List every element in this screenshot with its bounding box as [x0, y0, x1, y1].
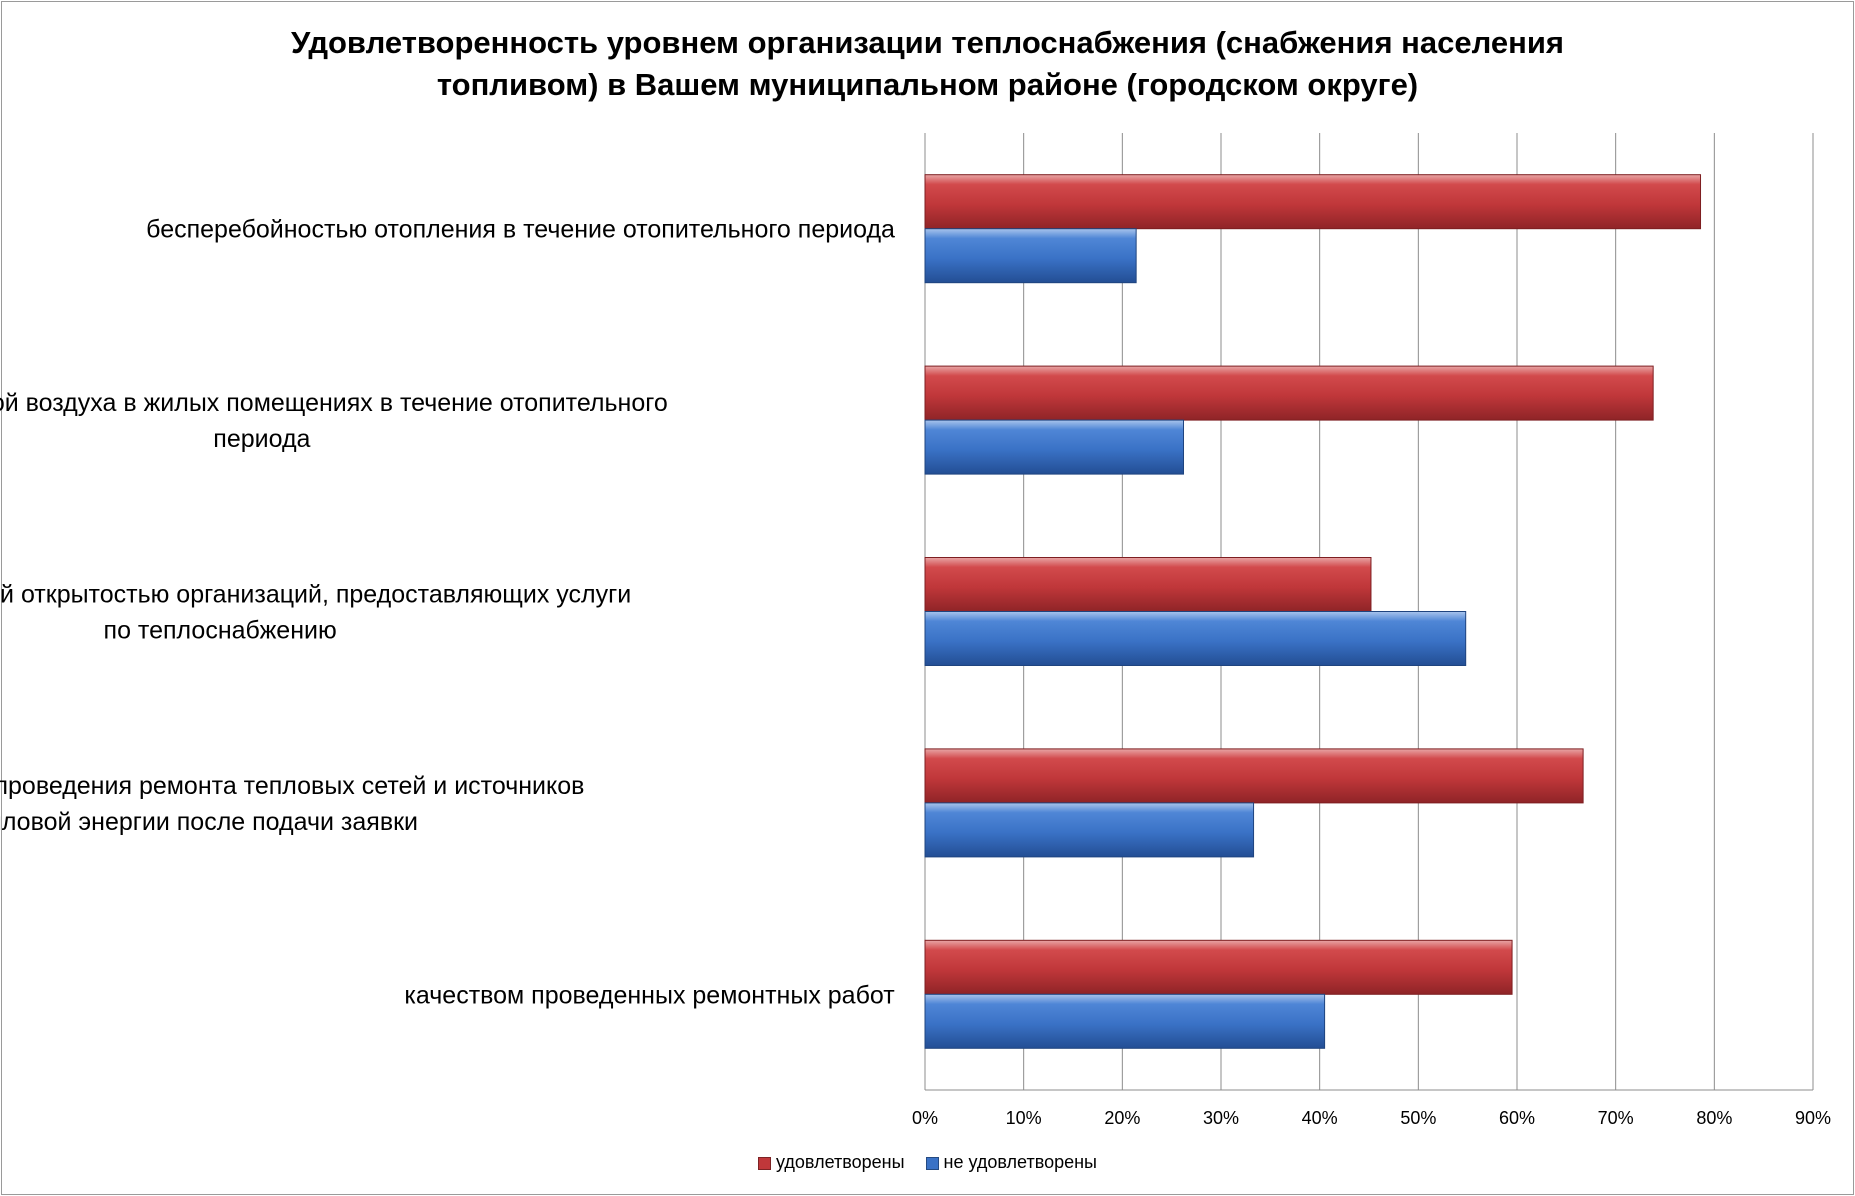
legend-item-satisfied: удовлетворены [758, 1152, 905, 1173]
category-label-line: качеством проведенных ремонтных работ [404, 981, 895, 1009]
x-tick-label: 0% [912, 1108, 938, 1128]
bar-not-satisfied [924, 419, 1185, 475]
category-label-line: оперативностью проведения ремонта теплов… [0, 772, 584, 800]
category-label-line: по теплоснабжению [104, 617, 337, 645]
category-label: информационной открытостью организаций, … [0, 581, 631, 645]
x-tick-label: 20% [1104, 1108, 1140, 1128]
x-tick-label: 10% [1006, 1108, 1042, 1128]
chart-title-line-1: Удовлетворенность уровнем организации те… [290, 25, 1564, 60]
legend-swatch-satisfied [758, 1156, 772, 1170]
bar-satisfied [924, 365, 1654, 421]
bar-not-satisfied [924, 611, 1467, 666]
x-tick-label: 80% [1696, 1108, 1732, 1128]
x-tick-label: 90% [1795, 1108, 1831, 1128]
legend-label-not-satisfied: не удовлетворены [943, 1151, 1097, 1172]
category-labels: бесперебойностью отопления в течение ото… [0, 216, 895, 1010]
bar-satisfied [924, 748, 1584, 804]
legend-item-not-satisfied: не удовлетворены [925, 1151, 1097, 1173]
bar-satisfied [924, 557, 1372, 612]
chart-title: Удовлетворенность уровнем организации те… [0, 22, 1855, 106]
bar-not-satisfied [924, 228, 1137, 284]
category-label-line: тепловой энергии после подачи заявки [0, 808, 418, 836]
category-label: оперативностью проведения ремонта теплов… [0, 772, 584, 836]
chart-title-line-2: топливом) в Вашем муниципальном районе (… [436, 67, 1419, 102]
category-label-line: периода [213, 425, 310, 453]
x-axis-tick-labels: 0% 10% 20% 30% 40% 50% 60% 70% 80% 90% [912, 1108, 1831, 1128]
category-label: бесперебойностью отопления в течение ото… [146, 216, 895, 244]
legend-label-satisfied: удовлетворены [776, 1151, 905, 1172]
bar-satisfied [924, 939, 1513, 995]
x-tick-label: 50% [1400, 1108, 1436, 1128]
category-label: температурой воздуха в жилых помещениях … [0, 389, 668, 453]
bar-satisfied [924, 174, 1702, 230]
category-label-line: информационной открытостью организаций, … [0, 581, 631, 609]
category-label-line: бесперебойностью отопления в течение ото… [146, 216, 895, 244]
bar-not-satisfied [924, 802, 1255, 858]
bars [924, 174, 1702, 1049]
x-tick-label: 30% [1203, 1108, 1239, 1128]
legend-swatch-not-satisfied [925, 1156, 939, 1170]
x-tick-label: 40% [1302, 1108, 1338, 1128]
bar-not-satisfied [924, 993, 1326, 1049]
x-tick-label: 60% [1499, 1108, 1535, 1128]
legend: удовлетворены не удовлетворены [0, 1151, 1855, 1173]
category-label: качеством проведенных ремонтных работ [404, 981, 895, 1009]
x-tick-label: 70% [1598, 1108, 1634, 1128]
category-label-line: температурой воздуха в жилых помещениях … [0, 389, 668, 417]
